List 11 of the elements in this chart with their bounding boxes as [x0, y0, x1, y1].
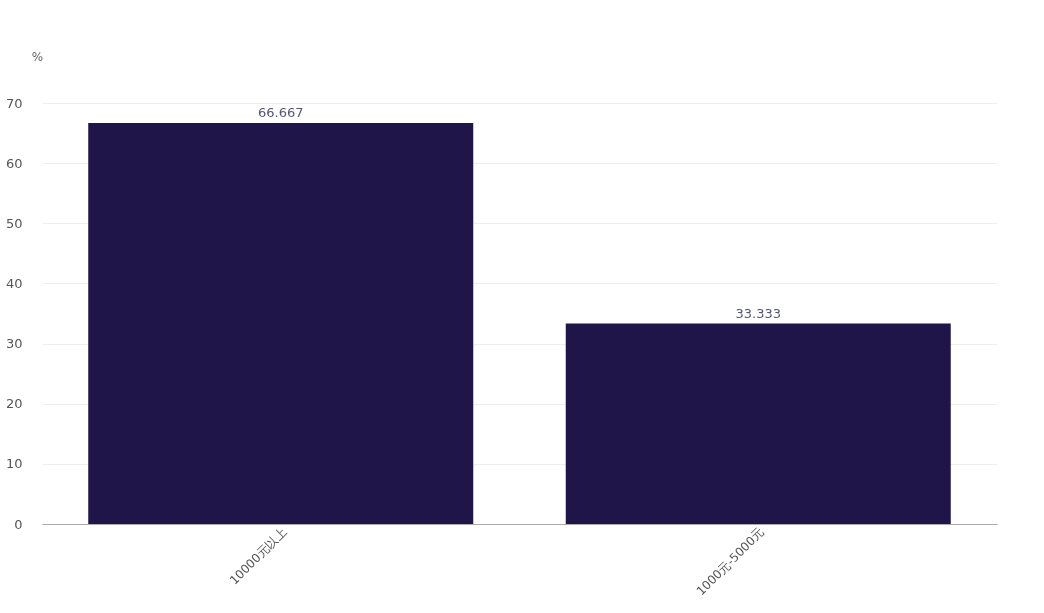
y-tick-label: 70 — [5, 95, 23, 111]
y-axis-title: % — [31, 49, 44, 64]
y-tick-label: 30 — [5, 336, 23, 352]
y-tick-label: 20 — [5, 396, 23, 412]
y-tick-label: 0 — [14, 516, 23, 532]
data-label: 33.333 — [735, 305, 781, 321]
data-label: 66.667 — [258, 105, 304, 121]
y-tick-label: 10 — [5, 456, 23, 472]
y-tick-label: 60 — [5, 155, 23, 171]
y-tick-label: 40 — [5, 275, 23, 291]
y-tick-label: 50 — [5, 215, 23, 231]
